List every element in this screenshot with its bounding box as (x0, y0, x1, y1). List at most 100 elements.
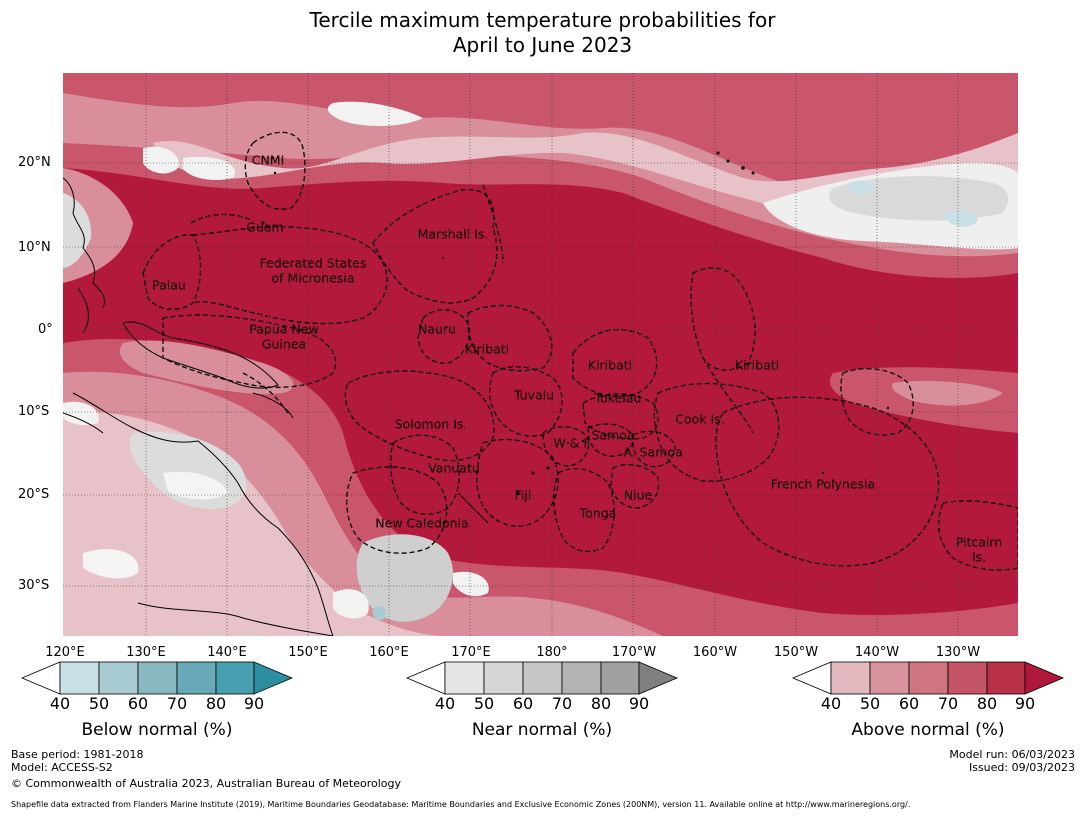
colorbar-below-high-arrow (253, 661, 294, 695)
label-fsm-line-2: of Micronesia (271, 270, 355, 286)
label-png-line-1: Papua New (249, 321, 319, 337)
lon-label-120e: 120°E (45, 645, 85, 660)
graticule (63, 73, 1018, 636)
label-marshall: Marshall Is. (417, 226, 489, 242)
shading-tasman-white (333, 571, 489, 619)
colorbar-above-bin-2 (869, 661, 910, 695)
colorbar-below-bin-5 (215, 661, 255, 695)
probability-map: CNMI Guam Palau Federated States of Micr… (63, 73, 1018, 636)
colorbar-above (791, 661, 1065, 695)
map-canvas (63, 73, 1018, 636)
label-cnmi: CNMI (251, 152, 285, 168)
colorbar-near-tick: 40 (434, 694, 456, 713)
eez-asamoa (632, 430, 676, 468)
eez-french-polynesia (715, 396, 940, 567)
eez-marshall (372, 189, 498, 304)
colorbar-near-bin-5 (600, 661, 640, 695)
lon-label-160e: 160°E (369, 645, 409, 660)
colorbar-below-low-arrow (20, 661, 61, 695)
label-kiribati-west: Kiribati (464, 341, 510, 357)
shading-south-east-light (892, 381, 1003, 406)
lon-label-160w: 160°W (692, 645, 738, 660)
eez-png (162, 314, 337, 388)
lon-label-130e: 130°E (126, 645, 166, 660)
colorbar-below-tick: 70 (166, 694, 188, 713)
eez-marshall-link (482, 184, 504, 264)
colorbar-above-tick: 50 (859, 694, 881, 713)
colorbar-above-low-arrow (791, 661, 832, 695)
colorbar-near (405, 661, 679, 695)
colorbar-above-tick: 40 (820, 694, 842, 713)
colorbar-near-title: Near normal (%) (471, 720, 613, 740)
eez-australia (242, 372, 289, 414)
lon-label-140w: 140°W (854, 645, 900, 660)
eez-pitcairn (938, 500, 1018, 571)
colorbar-below-tick: 60 (127, 694, 149, 713)
colorbar-above-tick: 90 (1014, 694, 1036, 713)
colorbar-near-bin-1 (444, 661, 485, 695)
colorbar-near-low-arrow (405, 661, 446, 695)
eez-vanuatu (390, 434, 460, 515)
label-pitcairn-line-2: Is. (971, 549, 987, 565)
colorbar-near-bin-4 (561, 661, 602, 695)
colorbar-below-title: Below normal (%) (81, 720, 233, 740)
colorbar-below-tick: 80 (205, 694, 227, 713)
colorbar-near-bin-2 (483, 661, 524, 695)
colorbar-below-bin-3 (137, 661, 178, 695)
label-kiribati-central: Kiribati (587, 357, 633, 373)
label-samoa: Samoa (591, 427, 635, 443)
colorbar-above-tick: 60 (898, 694, 920, 713)
label-french-polynesia: French Polynesia (770, 476, 876, 492)
lon-label-170w: 170°W (611, 645, 657, 660)
lat-label-0: 0° (38, 322, 53, 337)
eez-new-caledonia (346, 466, 448, 554)
lat-label-20s: 20°S (18, 487, 50, 502)
colorbar-above-bin-4 (947, 661, 988, 695)
eez-fiji (476, 438, 559, 527)
eez-tuvalu (489, 366, 563, 437)
colorbar-above-tick: 80 (976, 694, 998, 713)
map-title-line-1: Tercile maximum temperature probabilitie… (309, 8, 776, 32)
colorbar-above-high-arrow (1024, 661, 1065, 695)
colorbar-near-tick: 60 (512, 694, 534, 713)
colorbar-above-title: Above normal (%) (851, 720, 1005, 740)
label-pitcairn-line-1: Pitcairn (955, 534, 1003, 550)
colorbar-above-bin-3 (908, 661, 949, 695)
colorbar-below-bin-2 (98, 661, 139, 695)
colorbar-below (20, 661, 294, 695)
colorbar-above-bin-1 (830, 661, 871, 695)
eez-boundaries (142, 131, 1018, 571)
eez-kiribati-link (702, 357, 754, 434)
colorbar-below-bin-1 (59, 661, 100, 695)
footer-shapefile-credit: Shapefile data extracted from Flanders M… (11, 800, 911, 809)
label-kiribati-east: Kiribati (734, 357, 780, 373)
label-new-caledonia: New Caledonia (375, 515, 469, 531)
label-fiji: Fiji (514, 487, 532, 503)
eez-fsm (192, 225, 388, 325)
label-tokelau: Tokelau (594, 390, 642, 406)
eez-solomon (344, 370, 495, 462)
colorbar-below-tick: 90 (243, 694, 265, 713)
eez-kiribati-w (467, 304, 553, 372)
footer-model: Model: ACCESS-S2 (11, 761, 113, 774)
lon-label-150w: 150°W (773, 645, 819, 660)
shading-australia-white (83, 471, 228, 579)
lat-label-10n: 10°N (18, 240, 51, 255)
colorbar-above-tick: 70 (937, 694, 959, 713)
label-fsm-line-1: Federated States (259, 255, 367, 271)
label-png-line-2: Guinea (261, 336, 307, 352)
label-nauru: Nauru (418, 321, 456, 337)
lat-label-30s: 30°S (18, 578, 50, 593)
eez-tokelau (582, 393, 659, 440)
footer-model-run: Model run: 06/03/2023 (949, 748, 1075, 761)
eez-wf (542, 426, 590, 467)
label-cook: Cook Is. (675, 411, 725, 427)
label-asamoa: A. Samoa (623, 444, 683, 460)
lat-label-10s: 10°S (18, 404, 50, 419)
lon-label-150e: 150°E (288, 645, 328, 660)
shading-tasman-blue (372, 606, 387, 620)
eez-samoa (587, 423, 634, 457)
shading-below-blue-1 (848, 180, 978, 227)
small-islands (261, 151, 890, 495)
label-vanuatu: Vanuatu (428, 460, 480, 476)
